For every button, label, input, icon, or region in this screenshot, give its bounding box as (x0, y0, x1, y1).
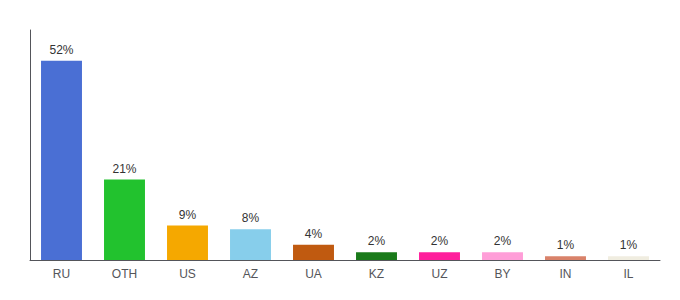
svg-text:UA: UA (305, 267, 322, 281)
svg-text:BY: BY (494, 267, 510, 281)
svg-text:IN: IN (560, 267, 572, 281)
svg-text:2%: 2% (431, 234, 449, 248)
svg-text:9%: 9% (179, 208, 197, 222)
svg-text:4%: 4% (305, 227, 323, 241)
svg-text:IL: IL (623, 267, 633, 281)
svg-text:1%: 1% (557, 238, 575, 252)
svg-text:US: US (179, 267, 196, 281)
svg-text:2%: 2% (368, 234, 386, 248)
svg-text:2%: 2% (494, 234, 512, 248)
svg-text:OTH: OTH (112, 267, 137, 281)
svg-text:KZ: KZ (369, 267, 384, 281)
svg-text:UZ: UZ (432, 267, 448, 281)
svg-text:52%: 52% (49, 43, 73, 57)
svg-text:RU: RU (53, 267, 70, 281)
svg-text:21%: 21% (112, 162, 136, 176)
svg-text:AZ: AZ (243, 267, 258, 281)
svg-text:8%: 8% (242, 211, 260, 225)
svg-text:1%: 1% (620, 238, 638, 252)
